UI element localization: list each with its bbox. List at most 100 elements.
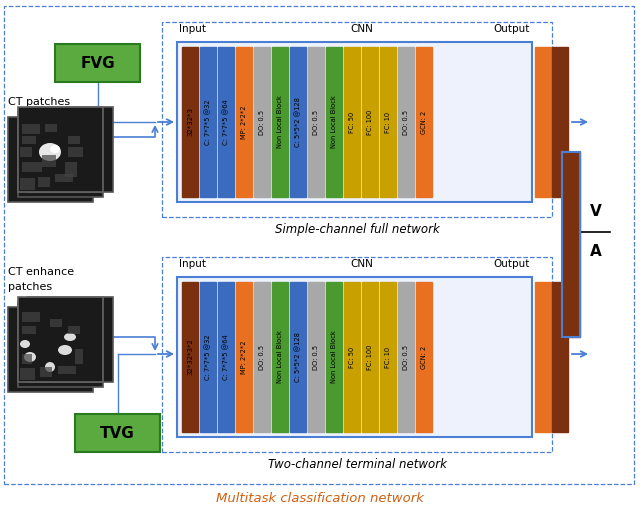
Text: C: 7*7*5 @64: C: 7*7*5 @64: [223, 334, 229, 380]
Text: FVG: FVG: [80, 55, 115, 71]
Ellipse shape: [58, 345, 72, 355]
Bar: [22, 326, 36, 334]
Bar: [380, 47, 396, 197]
Bar: [562, 152, 580, 337]
Bar: [22, 162, 42, 172]
Bar: [535, 47, 551, 197]
Text: Two-channel terminal network: Two-channel terminal network: [268, 458, 447, 471]
Text: FC: 100: FC: 100: [367, 344, 373, 370]
Ellipse shape: [64, 333, 76, 341]
Bar: [68, 326, 80, 334]
Ellipse shape: [39, 143, 61, 161]
Text: MP: 2*2*2: MP: 2*2*2: [241, 105, 247, 139]
Bar: [362, 282, 378, 432]
Text: patches: patches: [8, 282, 52, 292]
Text: C: 5*5*2 @128: C: 5*5*2 @128: [295, 332, 301, 382]
Ellipse shape: [24, 352, 36, 362]
Bar: [416, 47, 432, 197]
Bar: [272, 282, 288, 432]
Text: FC: 100: FC: 100: [367, 110, 373, 135]
Text: Input: Input: [179, 24, 206, 34]
Text: V: V: [590, 204, 602, 220]
Bar: [18, 302, 103, 387]
Text: DO: 0.5: DO: 0.5: [313, 345, 319, 370]
Text: 32*32*3: 32*32*3: [187, 108, 193, 137]
Text: C: 5*5*2 @128: C: 5*5*2 @128: [295, 97, 301, 147]
Bar: [65, 162, 77, 177]
Bar: [68, 147, 83, 157]
Bar: [535, 282, 551, 432]
Bar: [344, 282, 360, 432]
Bar: [552, 47, 568, 197]
Bar: [254, 47, 270, 197]
Bar: [200, 47, 216, 197]
Bar: [45, 124, 57, 132]
Text: 32*32*3*2: 32*32*3*2: [187, 338, 193, 375]
Bar: [18, 107, 103, 192]
Bar: [290, 282, 306, 432]
Ellipse shape: [20, 340, 30, 348]
Text: Output: Output: [493, 259, 530, 269]
Text: Multitask classification network: Multitask classification network: [216, 492, 424, 504]
Bar: [177, 277, 532, 437]
Bar: [218, 47, 234, 197]
Text: C: 7*7*5 @32: C: 7*7*5 @32: [205, 334, 211, 380]
Bar: [28, 297, 113, 382]
Text: FC: 50: FC: 50: [349, 112, 355, 133]
Bar: [552, 282, 568, 432]
Bar: [20, 147, 32, 157]
Bar: [8, 307, 93, 392]
Bar: [22, 312, 40, 322]
Bar: [290, 47, 306, 197]
Ellipse shape: [45, 362, 55, 372]
Text: Output: Output: [493, 24, 530, 34]
Text: DO: 0.5: DO: 0.5: [403, 110, 409, 135]
Bar: [344, 47, 360, 197]
Text: DO: 0.5: DO: 0.5: [259, 345, 265, 370]
Text: GCN: 2: GCN: 2: [421, 346, 427, 369]
Bar: [562, 152, 580, 337]
Bar: [50, 319, 62, 327]
Text: FC: 50: FC: 50: [349, 347, 355, 368]
Text: CT patches: CT patches: [8, 97, 70, 107]
Bar: [416, 282, 432, 432]
Text: C: 7*7*5 @64: C: 7*7*5 @64: [223, 99, 229, 145]
Bar: [28, 107, 113, 192]
Bar: [75, 349, 83, 364]
Text: CNN: CNN: [350, 259, 373, 269]
Bar: [22, 124, 40, 134]
Text: MP: 2*2*2: MP: 2*2*2: [241, 340, 247, 374]
Bar: [8, 117, 93, 202]
Bar: [20, 178, 35, 190]
Bar: [38, 177, 50, 187]
Bar: [272, 47, 288, 197]
Bar: [20, 368, 35, 380]
Bar: [398, 47, 414, 197]
Bar: [162, 257, 552, 452]
Text: CNN: CNN: [350, 24, 373, 34]
Bar: [380, 282, 396, 432]
Bar: [58, 366, 76, 374]
Text: FC: 10: FC: 10: [385, 112, 391, 133]
Text: Non Local Block: Non Local Block: [331, 331, 337, 383]
Text: C: 7*7*5 @32: C: 7*7*5 @32: [205, 99, 211, 145]
Bar: [308, 282, 324, 432]
Text: DO: 0.5: DO: 0.5: [259, 110, 265, 135]
Bar: [40, 367, 52, 377]
Bar: [254, 282, 270, 432]
Text: GCN: 2: GCN: 2: [421, 111, 427, 134]
Bar: [18, 112, 103, 197]
Text: Input: Input: [179, 259, 206, 269]
Bar: [398, 282, 414, 432]
Bar: [236, 282, 252, 432]
Text: Non Local Block: Non Local Block: [277, 331, 283, 383]
Bar: [362, 47, 378, 197]
Text: DO: 0.5: DO: 0.5: [403, 345, 409, 370]
Bar: [18, 297, 103, 382]
Bar: [162, 22, 552, 217]
Text: Simple-channel full network: Simple-channel full network: [275, 223, 440, 236]
Bar: [326, 282, 342, 432]
Text: Non Local Block: Non Local Block: [331, 96, 337, 148]
Bar: [68, 136, 80, 144]
Bar: [182, 47, 198, 197]
